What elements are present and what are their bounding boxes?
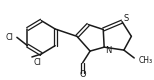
Text: Cl: Cl	[5, 33, 13, 42]
Text: N: N	[105, 46, 111, 55]
Text: CH₃: CH₃	[139, 56, 153, 65]
Text: S: S	[123, 14, 128, 23]
Text: O: O	[79, 70, 86, 79]
Text: Cl: Cl	[34, 58, 41, 67]
